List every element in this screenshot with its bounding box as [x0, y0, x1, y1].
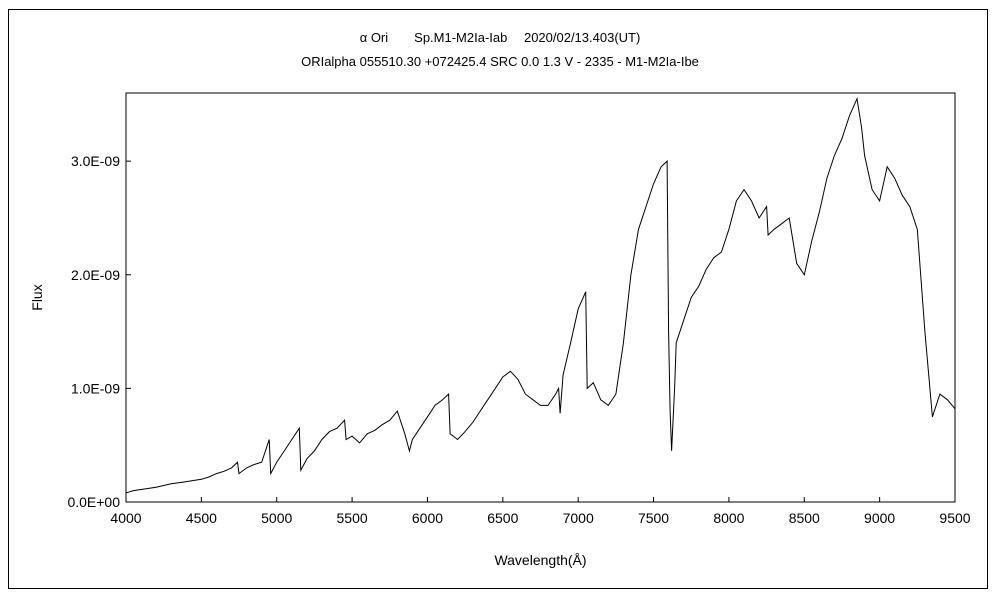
- x-tick-label: 4000: [110, 510, 141, 526]
- x-tick-label: 4500: [186, 510, 217, 526]
- x-axis-title: Wavelength(Å): [494, 552, 586, 568]
- y-axis-title: Flux: [29, 284, 45, 310]
- y-axis: 0.0E+00 1.0E-09 2.0E-09 3.0E-09: [67, 153, 131, 510]
- plot-area: [125, 92, 956, 503]
- x-tick-label: 9500: [939, 510, 970, 526]
- x-tick-label: 7000: [563, 510, 594, 526]
- spectrum-line: [125, 96, 956, 494]
- x-axis: 4000 4500 5000 5500 6000 6500 7000 7500 8000 8500…: [110, 497, 971, 526]
- x-tick-label: 5000: [261, 510, 292, 526]
- x-tick-label: 7500: [638, 510, 669, 526]
- x-tick-label: 8500: [789, 510, 820, 526]
- chart-title: α Ori Sp.M1-M2Ia-Iab 2020/02/13.403(UT): [359, 30, 641, 45]
- y-tick-label: 1.0E-09: [71, 380, 120, 396]
- x-tick-label: 9000: [864, 510, 895, 526]
- y-tick-label: 0.0E+00: [67, 494, 120, 510]
- y-tick-label: 3.0E-09: [71, 153, 120, 169]
- x-tick-label: 5500: [337, 510, 368, 526]
- y-tick-label: 2.0E-09: [71, 267, 120, 283]
- chart-subtitle: ORIalpha 055510.30 +072425.4 SRC 0.0 1.3…: [301, 54, 699, 69]
- x-tick-label: 6000: [412, 510, 443, 526]
- x-tick-label: 8000: [713, 510, 744, 526]
- chart-frame: [8, 9, 988, 589]
- x-tick-label: 6500: [487, 510, 518, 526]
